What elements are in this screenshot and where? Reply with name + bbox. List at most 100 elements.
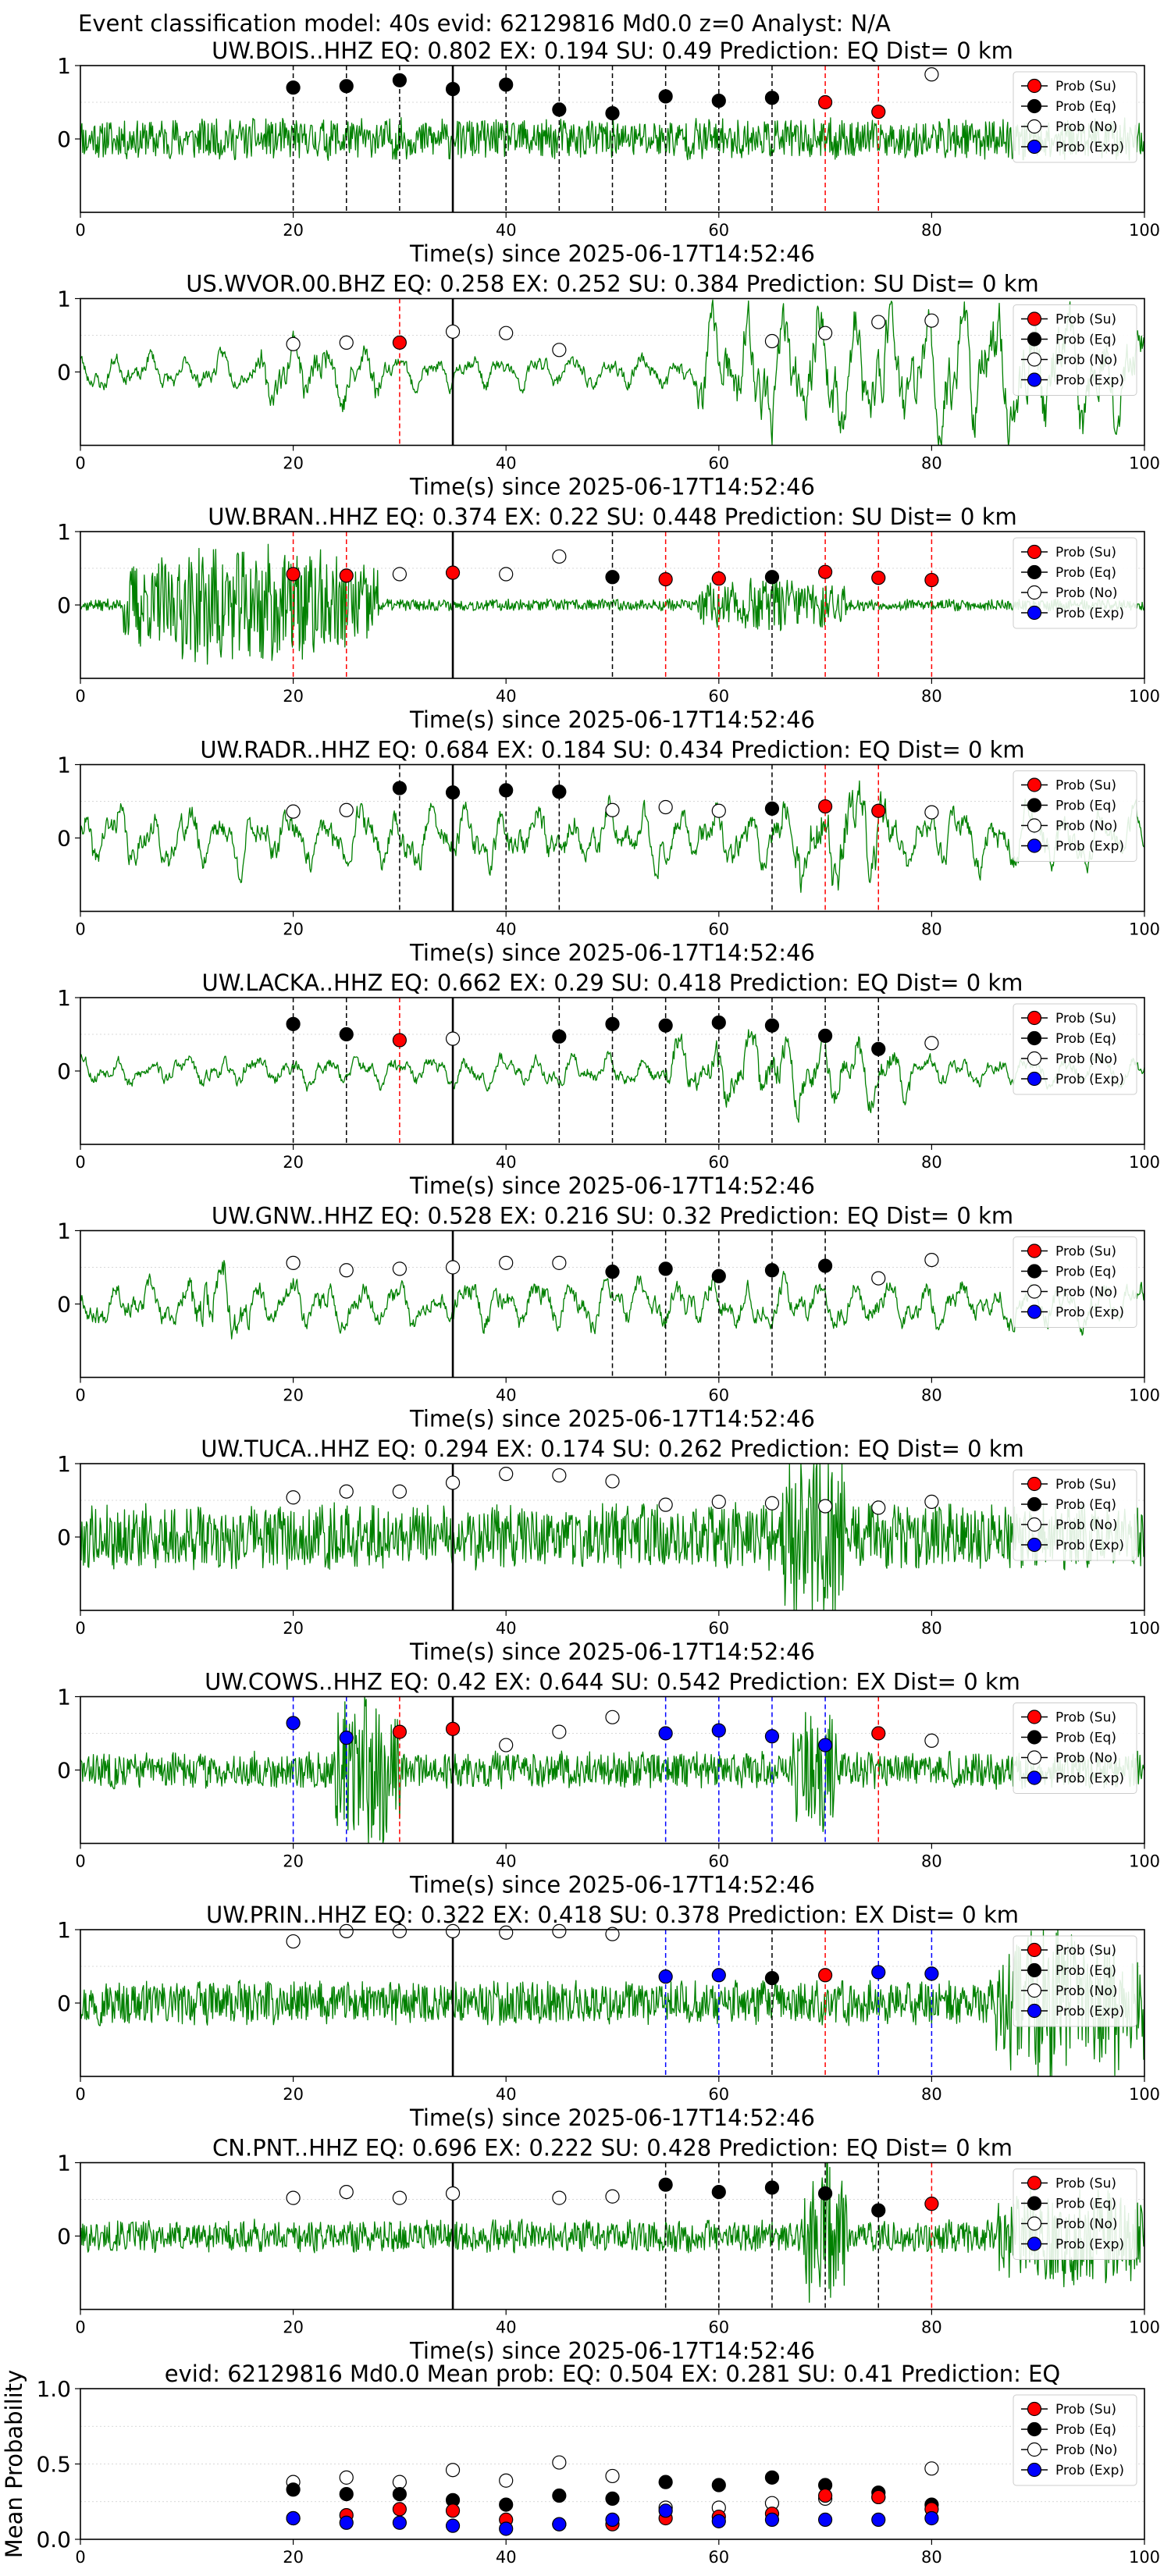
legend-entry-label: Prob (Eq) [1055, 333, 1116, 348]
prob-marker [445, 785, 461, 800]
prob-marker [817, 1258, 833, 1273]
prob-marker [392, 567, 407, 582]
mean-prob-marker [499, 2521, 514, 2536]
panel-title: UW.BOIS..HHZ EQ: 0.802 EX: 0.194 SU: 0.4… [212, 37, 1013, 64]
legend-frame [1013, 1703, 1137, 1794]
legend-swatch-marker [1027, 78, 1042, 94]
x-tick-label: 60 [708, 687, 729, 706]
prob-marker [817, 94, 833, 110]
prob-marker [445, 81, 461, 97]
prob-marker [445, 565, 461, 580]
mean-prob-marker [339, 2470, 354, 2485]
waveform-panel: UW.BRAN..HHZ EQ: 0.374 EX: 0.22 SU: 0.44… [57, 503, 1160, 733]
legend: Prob (Su) Prob (Eq) Prob (No) Prob (Exp) [1013, 1703, 1137, 1794]
legend-entry-label: Prob (No) [1055, 585, 1118, 601]
mean-prob-marker [605, 2468, 620, 2484]
axes-frame [80, 1929, 1145, 2077]
legend-frame [1013, 1003, 1137, 1095]
legend-swatch-marker [1027, 372, 1042, 387]
prob-marker [711, 803, 726, 818]
x-tick-label: 100 [1129, 1386, 1160, 1405]
legend-entry-label: Prob (No) [1055, 1751, 1118, 1767]
mean-prob-marker [445, 2503, 461, 2518]
seismogram-trace [80, 1260, 1144, 1340]
prob-marker [605, 1474, 620, 1489]
x-tick-label: 100 [1129, 2548, 1160, 2567]
legend-swatch-marker [1027, 352, 1042, 367]
prob-marker [924, 2197, 939, 2211]
legend-entry-label: Prob (Eq) [1055, 2422, 1116, 2438]
y-tick-label: 1 [57, 1917, 71, 1943]
legend-swatch-marker [1027, 1710, 1042, 1724]
prob-marker [499, 783, 514, 798]
mean-prob-marker [711, 2478, 726, 2492]
prob-marker [871, 315, 886, 329]
seismogram-trace [80, 543, 1144, 665]
legend-swatch-marker [1027, 2216, 1042, 2231]
x-axis-label: Time(s) since 2025-06-17T14:52:46 [409, 2338, 815, 2364]
prob-marker [658, 1726, 673, 1741]
prob-marker [339, 1026, 354, 1042]
legend-entry-label: Prob (Exp) [1055, 1771, 1124, 1787]
x-tick-label: 20 [283, 2548, 304, 2567]
legend-swatch-marker [1027, 1476, 1042, 1492]
x-axis-label: Time(s) since 2025-06-17T14:52:46 [409, 1638, 815, 1665]
mean-prob-marker [552, 2488, 567, 2503]
prob-marker [339, 1731, 354, 1745]
legend-entry-label: Prob (Su) [1055, 2402, 1116, 2418]
y-tick-label: 0 [57, 2224, 71, 2250]
legend-entry-label: Prob (Su) [1055, 1943, 1116, 1959]
prob-marker [339, 335, 354, 350]
x-tick-label: 100 [1129, 454, 1160, 473]
prob-marker [339, 568, 354, 583]
legend-entry-label: Prob (Eq) [1055, 565, 1116, 581]
prob-marker [552, 549, 567, 564]
prob-marker [445, 1475, 461, 1490]
y-tick-label: 1.0 [36, 2376, 71, 2402]
prob-marker [499, 77, 514, 92]
legend-entry-label: Prob (No) [1055, 2443, 1118, 2458]
panel-title: UW.PRIN..HHZ EQ: 0.322 EX: 0.418 SU: 0.3… [206, 1902, 1019, 1928]
legend-entry-label: Prob (Eq) [1055, 1497, 1116, 1513]
x-tick-label: 40 [496, 221, 517, 240]
mean-prob-marker [605, 2512, 620, 2528]
legend-entry-label: Prob (Eq) [1055, 99, 1116, 115]
prob-marker [445, 324, 461, 339]
y-tick-label: 0 [57, 360, 71, 386]
prob-marker [605, 1927, 620, 1941]
prob-marker [817, 2186, 833, 2201]
mean-prob-marker [445, 2518, 461, 2533]
x-tick-label: 0 [75, 2548, 85, 2567]
prob-marker [286, 1016, 301, 1031]
x-tick-label: 80 [921, 2548, 942, 2567]
prob-marker [924, 805, 939, 820]
legend-swatch-marker [1027, 2462, 1042, 2478]
panel-title: UW.BRAN..HHZ EQ: 0.374 EX: 0.22 SU: 0.44… [208, 503, 1017, 530]
legend-swatch-marker [1027, 1010, 1042, 1026]
legend: Prob (Su) Prob (Eq) Prob (No) Prob (Exp) [1013, 2169, 1137, 2260]
prob-marker [924, 1733, 939, 1748]
x-tick-label: 80 [921, 1386, 942, 1405]
legend-swatch-marker [1027, 1284, 1042, 1299]
prob-marker [924, 313, 939, 328]
prob-marker [445, 1260, 461, 1275]
legend-entry-label: Prob (No) [1055, 119, 1118, 135]
mean-prob-marker [286, 2510, 301, 2526]
x-tick-label: 20 [283, 2318, 304, 2337]
prob-marker [764, 1018, 780, 1033]
x-tick-label: 0 [75, 2085, 85, 2104]
panel-title: UW.COWS..HHZ EQ: 0.42 EX: 0.644 SU: 0.54… [205, 1669, 1020, 1695]
prob-marker [817, 564, 833, 579]
prob-marker [499, 326, 514, 340]
seismogram-trace [80, 1464, 1144, 1610]
prob-marker [499, 1925, 514, 1940]
x-tick-label: 20 [283, 1386, 304, 1405]
prob-marker [392, 2190, 407, 2205]
panel-title: US.WVOR.00.BHZ EQ: 0.258 EX: 0.252 SU: 0… [186, 271, 1039, 297]
prob-marker [286, 2190, 301, 2205]
prob-marker [871, 1726, 886, 1741]
legend-swatch-marker [1027, 818, 1042, 833]
prob-marker [711, 1494, 726, 1509]
prob-marker [445, 1721, 461, 1736]
prob-marker [924, 1252, 939, 1268]
